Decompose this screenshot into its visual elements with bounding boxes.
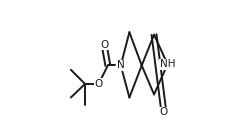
Text: O: O bbox=[94, 79, 103, 89]
Text: O: O bbox=[160, 107, 168, 117]
Text: O: O bbox=[100, 40, 108, 50]
Text: NH: NH bbox=[160, 59, 175, 69]
Text: N: N bbox=[117, 60, 125, 70]
